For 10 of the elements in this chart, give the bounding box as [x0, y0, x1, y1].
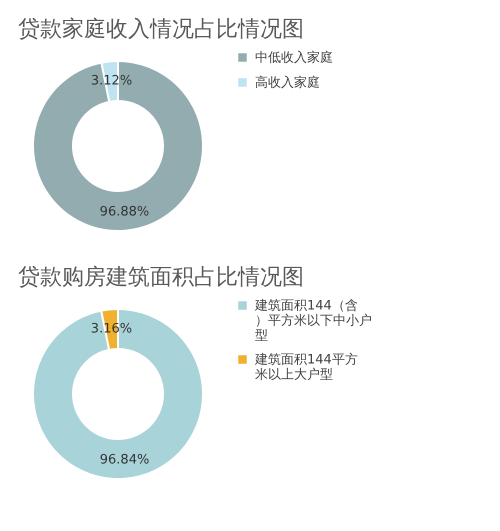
legend-label: 中低收入家庭: [255, 50, 333, 66]
legend-label: 高收入家庭: [255, 74, 320, 90]
legend-label: 建筑面积144平方米以上大户型: [254, 352, 358, 382]
legend-label: 建筑面积144（含）平方米以下中小户型: [254, 298, 372, 344]
chart-title: 贷款购房建筑面积占比情况图: [18, 265, 304, 290]
data-label: 96.84%: [100, 452, 150, 468]
donut-slice: [32, 308, 204, 480]
data-label: 96.88%: [100, 204, 150, 220]
donut-slice: [32, 60, 204, 232]
chart-title: 贷款家庭收入情况占比情况图: [18, 17, 304, 42]
